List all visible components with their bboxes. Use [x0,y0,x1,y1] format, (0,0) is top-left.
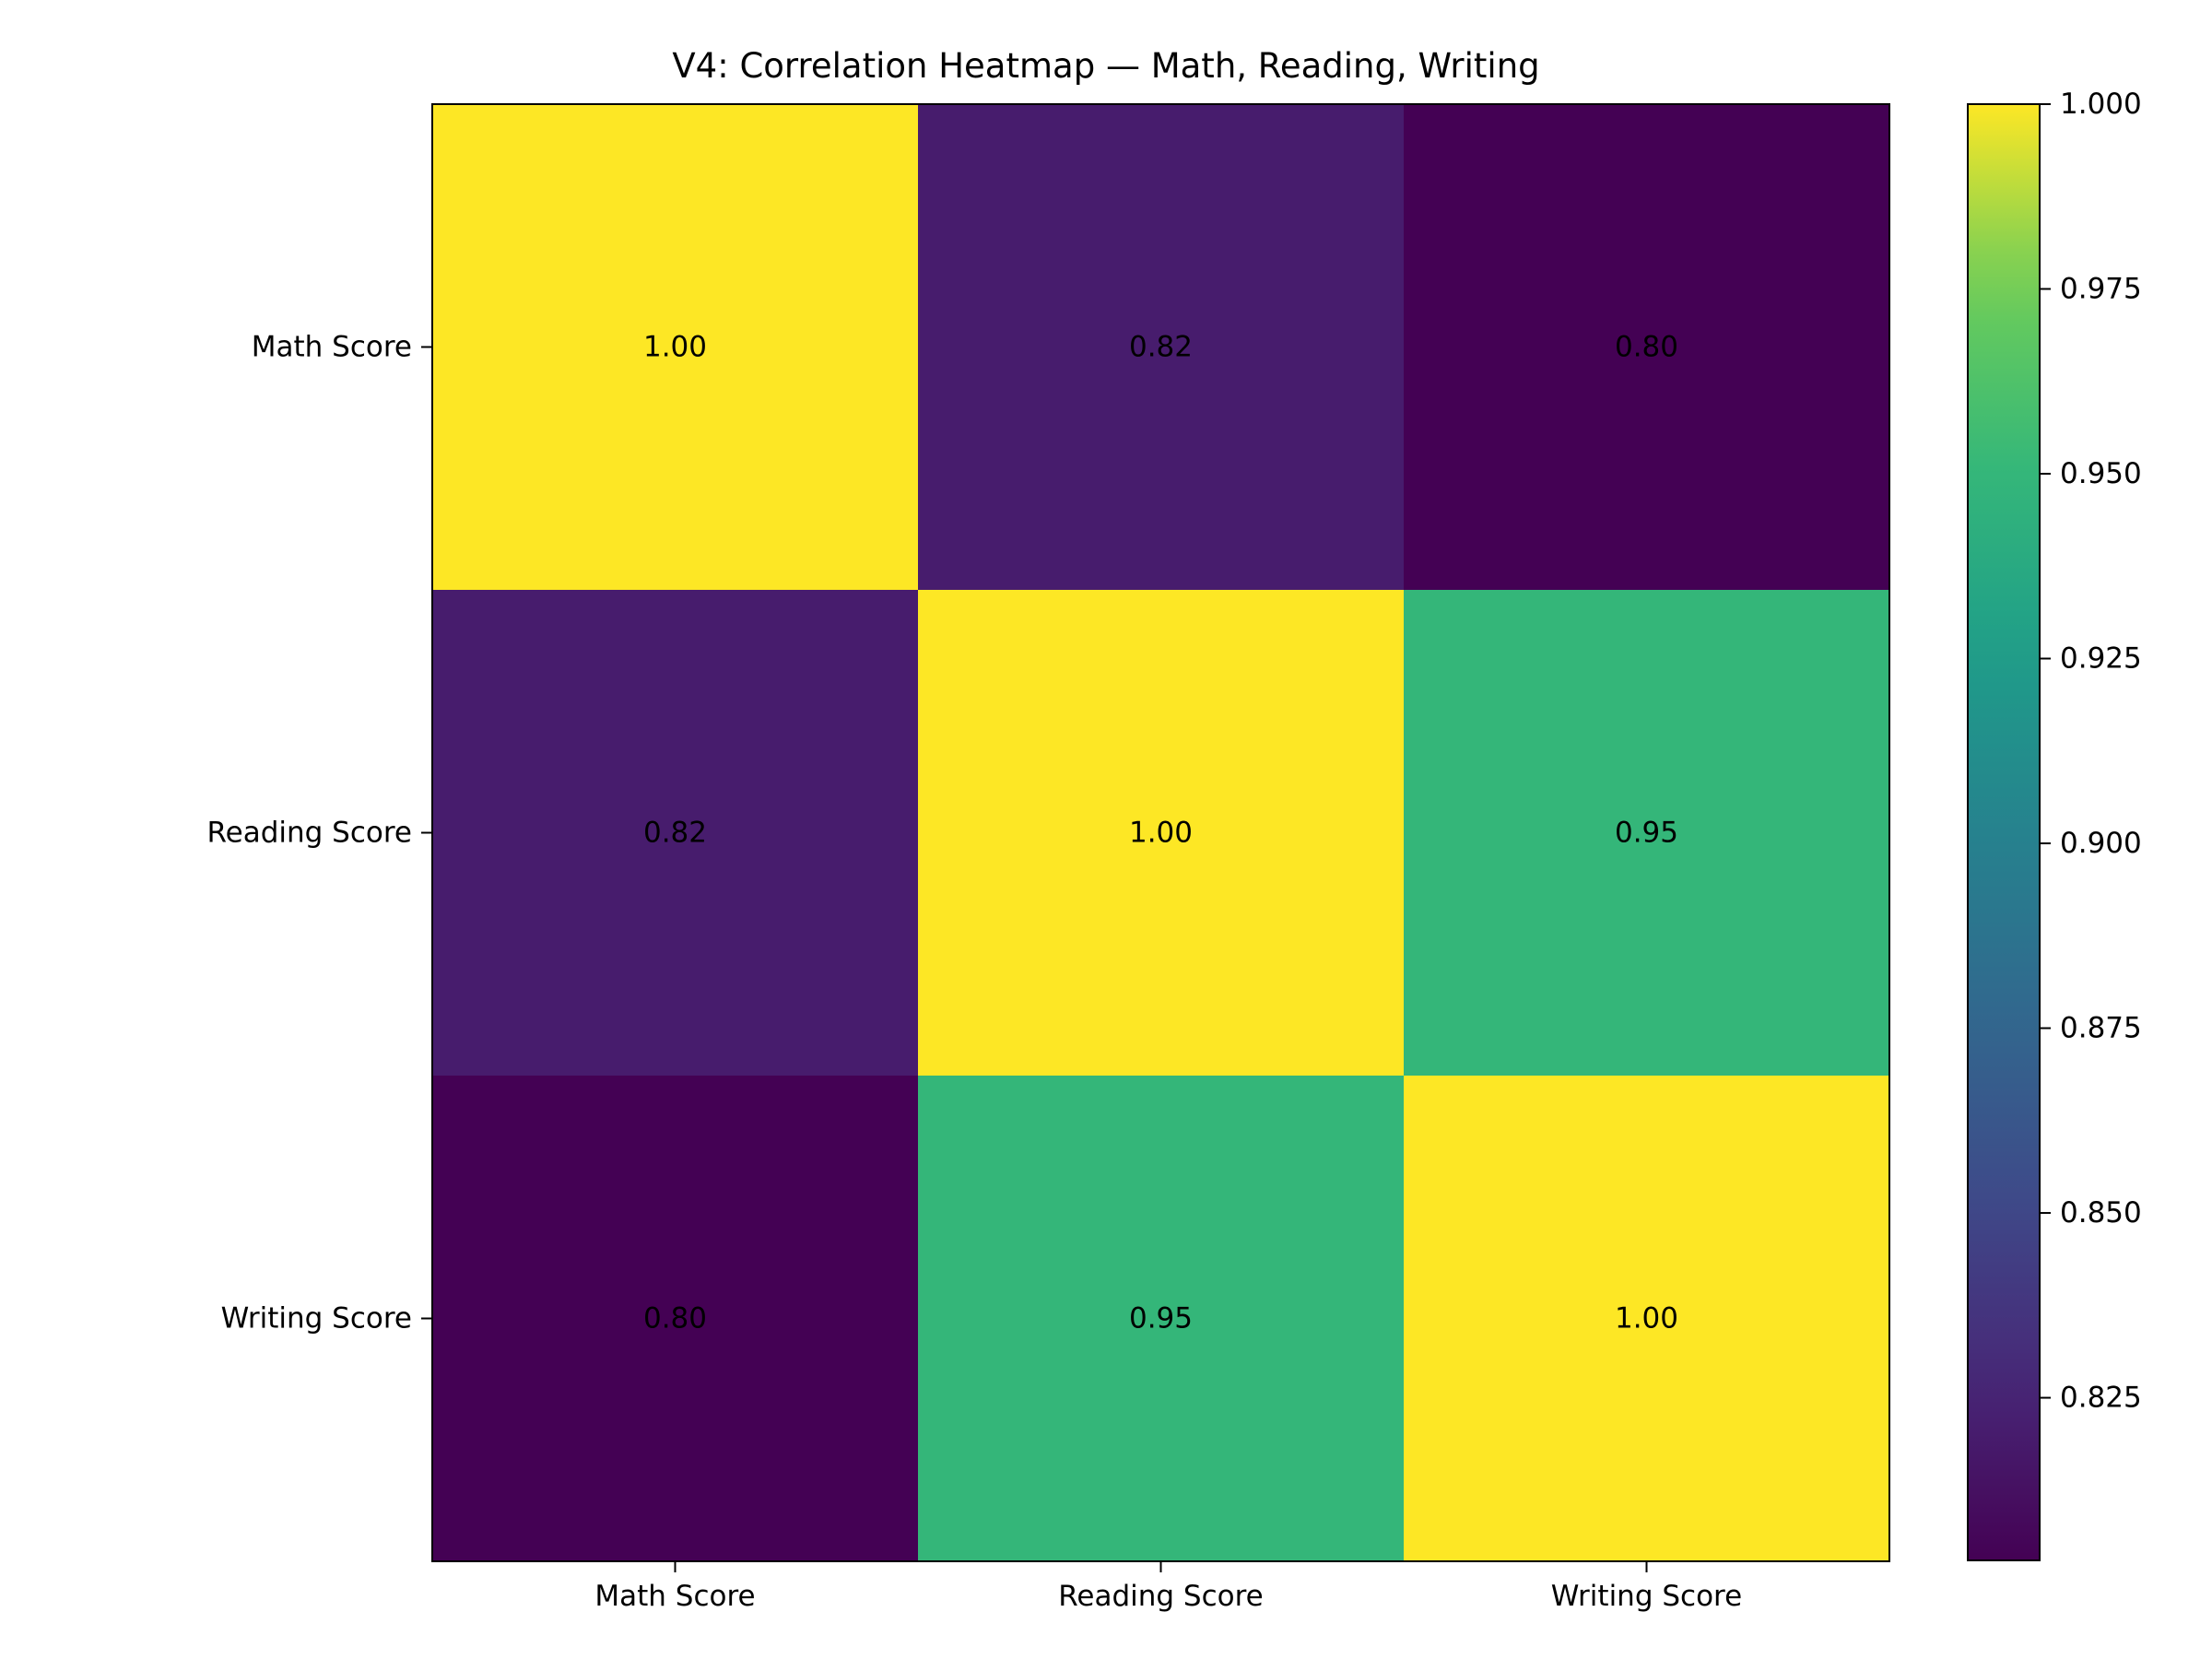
heatmap-cell [432,590,919,1077]
y-tick-label: Math Score [252,331,412,364]
colorbar-tick-label: 1.000 [2060,88,2142,121]
heatmap-cell [432,104,919,591]
heatmap-cell [1404,1076,1890,1562]
cell-value-label: 0.82 [1129,331,1193,364]
y-tick-label: Reading Score [206,817,412,850]
heatmap-cell [1404,590,1890,1077]
chart-title: V4: Correlation Heatmap — Math, Reading,… [672,46,1539,86]
y-axis: Math Score Reading Score Writing Score [206,331,432,1335]
colorbar-tick-label: 0.950 [2060,457,2142,490]
cell-value-label: 0.80 [1615,331,1678,364]
x-tick-label: Writing Score [1551,1580,1742,1613]
cell-value-label: 0.82 [643,817,707,850]
cell-value-label: 1.00 [1615,1302,1678,1335]
heatmap-cell [918,590,1405,1077]
cell-value-label: 1.00 [643,331,707,364]
x-tick-label: Math Score [594,1580,755,1613]
cell-value-label: 0.80 [643,1302,707,1335]
colorbar-tick-label: 0.975 [2060,273,2142,306]
colorbar-tick-label: 0.825 [2060,1382,2142,1415]
x-tick-label: Reading Score [1058,1580,1264,1613]
colorbar-tick-label: 0.850 [2060,1196,2142,1230]
colorbar-gradient [1967,103,2041,1561]
heatmap-cell [432,1076,919,1562]
heatmap-cells [431,103,1890,1562]
cell-value-label: 1.00 [1129,817,1193,850]
colorbar-tick-label: 0.875 [2060,1012,2142,1045]
heatmap-cell [918,104,1405,591]
colorbar-tick-label: 0.900 [2060,827,2142,860]
cell-value-label: 0.95 [1129,1302,1193,1335]
cell-value-label: 0.95 [1615,817,1678,850]
heatmap-cell-labels: 1.00 0.82 0.80 0.82 1.00 0.95 0.80 0.95 1.00 [643,331,1678,1335]
heatmap-cell [1404,104,1890,591]
colorbar: 0.825 0.850 0.875 0.900 0.925 0.950 0.975 1.000 [1967,88,2142,1561]
colorbar-tick-label: 0.925 [2060,642,2142,676]
y-tick-label: Writing Score [221,1302,412,1335]
heatmap-cell [918,1076,1405,1562]
x-axis: Math Score Reading Score Writing Score [594,1561,1742,1613]
